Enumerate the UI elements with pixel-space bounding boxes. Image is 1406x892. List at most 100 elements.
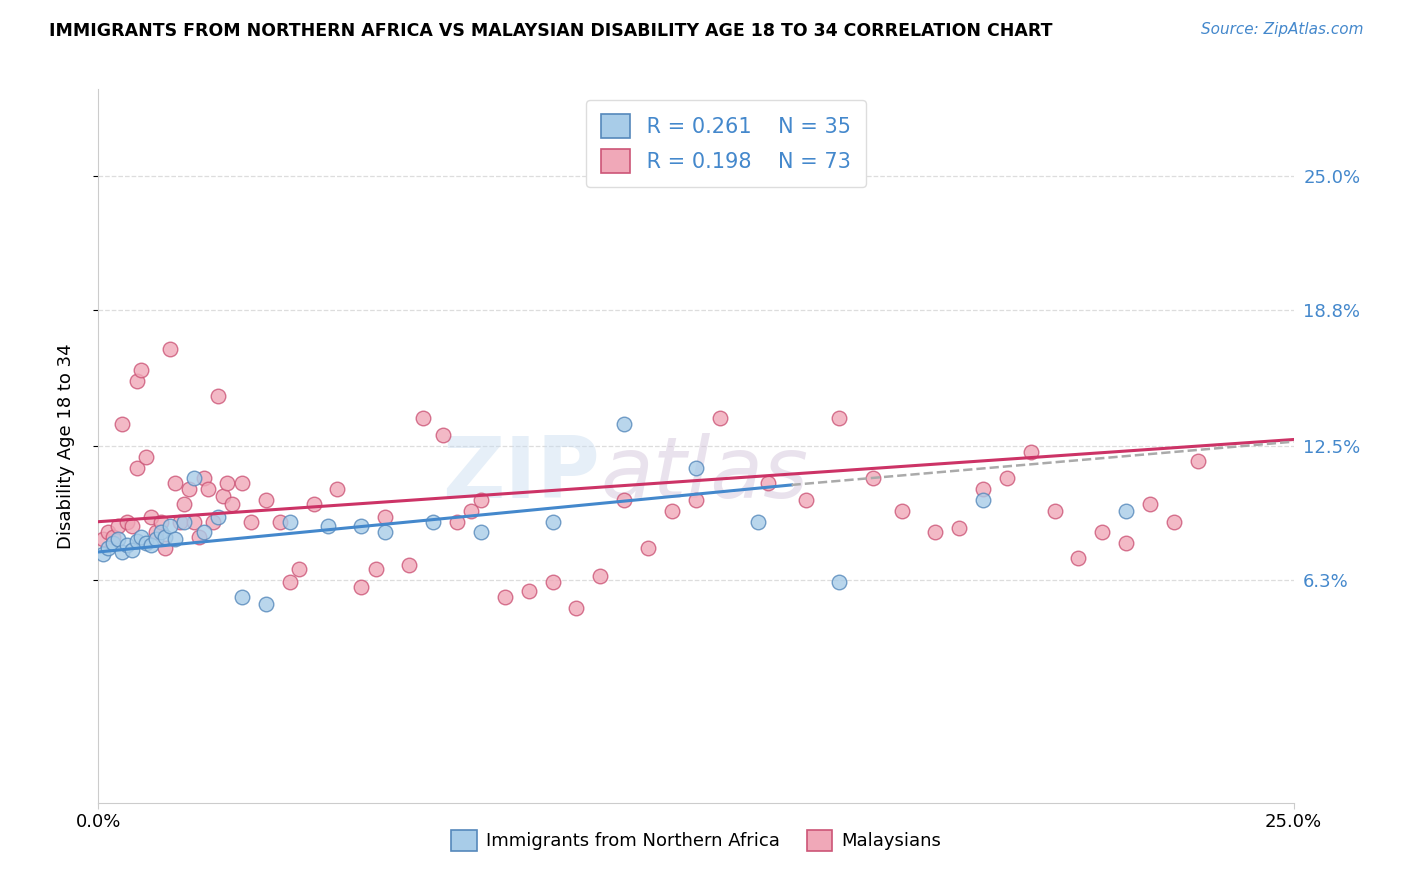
Point — [364, 562, 387, 576]
Point — [494, 591, 516, 605]
Point — [326, 482, 349, 496]
Point — [890, 504, 912, 518]
Point — [121, 519, 143, 533]
Point — [398, 558, 420, 572]
Point — [1187, 454, 1209, 468]
Point — [163, 532, 186, 546]
Point — [159, 519, 181, 533]
Point — [422, 515, 444, 529]
Point — [254, 597, 277, 611]
Point — [709, 410, 731, 425]
Point — [350, 519, 373, 533]
Point — [374, 525, 396, 540]
Text: ZIP: ZIP — [443, 433, 600, 516]
Point — [565, 601, 588, 615]
Point — [149, 515, 172, 529]
Point — [125, 374, 148, 388]
Point — [145, 525, 167, 540]
Point — [207, 510, 229, 524]
Point — [517, 583, 540, 598]
Point — [613, 493, 636, 508]
Point — [193, 525, 215, 540]
Point — [135, 450, 157, 464]
Point — [207, 389, 229, 403]
Point — [131, 530, 153, 544]
Point — [470, 525, 492, 540]
Point — [972, 482, 994, 496]
Point — [202, 515, 225, 529]
Point — [231, 475, 253, 490]
Point — [972, 493, 994, 508]
Point — [101, 536, 124, 550]
Point — [278, 575, 301, 590]
Point — [661, 504, 683, 518]
Point — [432, 428, 454, 442]
Point — [183, 471, 205, 485]
Point — [747, 515, 769, 529]
Point — [685, 460, 707, 475]
Point — [173, 497, 195, 511]
Point — [288, 562, 311, 576]
Point — [613, 417, 636, 432]
Point — [125, 460, 148, 475]
Point — [145, 532, 167, 546]
Point — [374, 510, 396, 524]
Point — [217, 475, 239, 490]
Point — [302, 497, 325, 511]
Point — [179, 482, 201, 496]
Point — [278, 515, 301, 529]
Point — [125, 534, 148, 549]
Point — [756, 475, 779, 490]
Point — [149, 525, 172, 540]
Point — [221, 497, 243, 511]
Point — [159, 342, 181, 356]
Point — [197, 482, 219, 496]
Point — [187, 530, 209, 544]
Point — [589, 568, 612, 582]
Point — [1019, 445, 1042, 459]
Point — [316, 519, 339, 533]
Point — [446, 515, 468, 529]
Point — [1091, 525, 1114, 540]
Point — [794, 493, 817, 508]
Point — [924, 525, 946, 540]
Point — [107, 519, 129, 533]
Point — [155, 541, 177, 555]
Text: IMMIGRANTS FROM NORTHERN AFRICA VS MALAYSIAN DISABILITY AGE 18 TO 34 CORRELATION: IMMIGRANTS FROM NORTHERN AFRICA VS MALAY… — [49, 22, 1053, 40]
Point — [173, 515, 195, 529]
Point — [231, 591, 253, 605]
Point — [460, 504, 482, 518]
Point — [155, 530, 177, 544]
Point — [135, 536, 157, 550]
Point — [412, 410, 434, 425]
Point — [183, 515, 205, 529]
Y-axis label: Disability Age 18 to 34: Disability Age 18 to 34 — [56, 343, 75, 549]
Point — [91, 532, 114, 546]
Point — [193, 471, 215, 485]
Point — [101, 530, 124, 544]
Point — [211, 489, 233, 503]
Legend: Immigrants from Northern Africa, Malaysians: Immigrants from Northern Africa, Malaysi… — [444, 822, 948, 858]
Point — [1163, 515, 1185, 529]
Point — [1139, 497, 1161, 511]
Point — [1067, 551, 1090, 566]
Point — [121, 542, 143, 557]
Point — [1115, 536, 1137, 550]
Point — [139, 510, 162, 524]
Point — [115, 539, 138, 553]
Point — [995, 471, 1018, 485]
Point — [948, 521, 970, 535]
Point — [139, 539, 162, 553]
Point — [111, 417, 134, 432]
Point — [269, 515, 291, 529]
Point — [240, 515, 263, 529]
Point — [637, 541, 659, 555]
Point — [163, 475, 186, 490]
Point — [115, 515, 138, 529]
Point — [350, 580, 373, 594]
Point — [169, 515, 191, 529]
Point — [541, 515, 564, 529]
Point — [470, 493, 492, 508]
Point — [862, 471, 884, 485]
Point — [131, 363, 153, 377]
